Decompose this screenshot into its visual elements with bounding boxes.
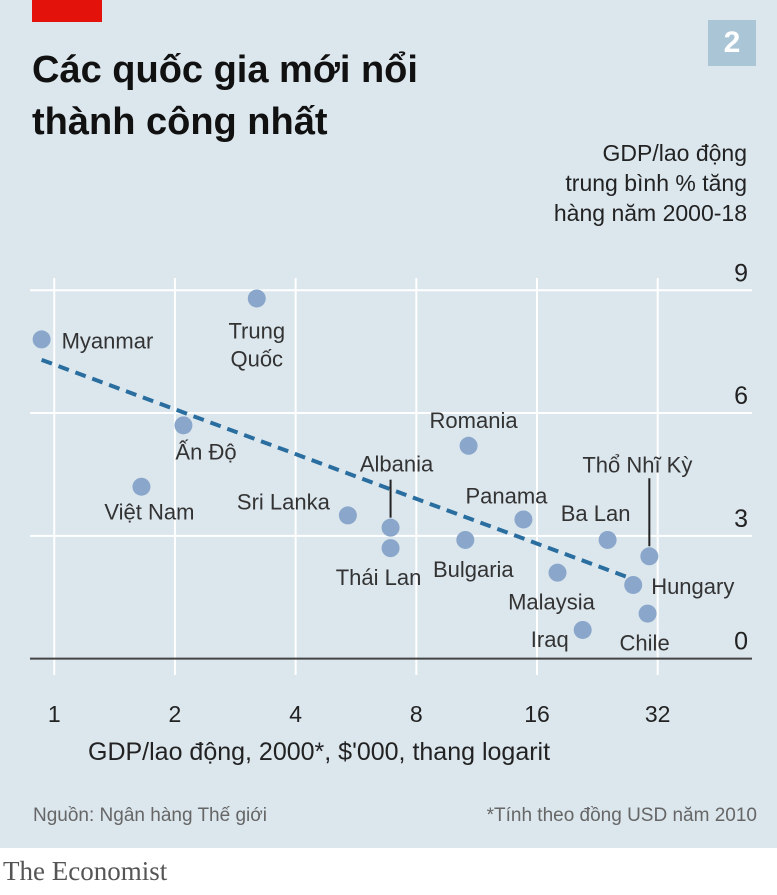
chart-number-badge: 2 xyxy=(708,20,756,66)
point-iraq xyxy=(573,620,592,639)
leader-lines xyxy=(389,478,651,547)
point-tho-nhi-ky xyxy=(640,547,659,566)
point-label-iraq: Iraq xyxy=(531,627,569,652)
point-chile xyxy=(638,604,657,623)
x-tick-labels: 1 2 4 8 16 32 xyxy=(48,701,671,727)
y-tick-labels: 0 3 6 9 xyxy=(734,259,748,655)
chart-title-line-1: Các quốc gia mới nổi xyxy=(32,49,418,91)
data-points xyxy=(32,289,659,639)
footnote: *Tính theo đồng USD năm 2010 xyxy=(486,805,757,826)
scatter-plot: Myanmar Trung Quốc Ấn Độ Việt Nam Sri Lanka Al… xyxy=(30,259,752,727)
point-albania xyxy=(381,518,400,537)
point-bulgaria xyxy=(456,530,475,549)
x-tick-label-4: 4 xyxy=(289,701,302,727)
x-axis-label: GDP/lao động, 2000*, $'000, thang logari… xyxy=(88,738,551,766)
x-tick-label-32: 32 xyxy=(645,701,671,727)
y-tick-label-9: 9 xyxy=(734,259,748,287)
y-tick-label-6: 6 xyxy=(734,382,748,410)
point-an-do xyxy=(174,416,193,435)
y-axis-label-line-2: trung bình % tăng xyxy=(565,170,747,196)
point-label-myanmar: Myanmar xyxy=(62,328,154,353)
point-thai-lan xyxy=(381,539,400,558)
chart-panel xyxy=(0,0,777,848)
point-label-an-do: Ấn Độ xyxy=(175,439,236,464)
point-hungary xyxy=(624,575,643,594)
point-label-thai-lan: Thái Lan xyxy=(336,565,422,590)
horizontal-gridlines xyxy=(30,289,752,660)
y-axis-label-line-1: GDP/lao động xyxy=(602,140,747,166)
point-ba-lan xyxy=(598,530,617,549)
point-labels: Myanmar Trung Quốc Ấn Độ Việt Nam Sri Lanka Al… xyxy=(62,318,735,655)
chart-title: Các quốc gia mới nổi thành công nhất xyxy=(32,44,418,148)
source-note: Nguồn: Ngân hàng Thế giới xyxy=(33,805,267,826)
trendline xyxy=(40,357,639,583)
point-label-chile: Chile xyxy=(620,631,670,656)
point-sri-lanka xyxy=(338,506,357,525)
point-label-viet-nam: Việt Nam xyxy=(104,500,194,525)
y-tick-label-3: 3 xyxy=(734,505,748,533)
point-malaysia xyxy=(548,563,567,582)
point-label-trung-quoc: Trung Quốc xyxy=(228,318,285,371)
economist-logo-text: The Economist xyxy=(3,856,168,886)
y-axis-label: GDP/lao động trung bình % tăng hàng năm … xyxy=(554,138,747,228)
point-label-ba-lan: Ba Lan xyxy=(561,501,631,526)
vertical-gridlines xyxy=(53,278,659,675)
point-label-albania: Albania xyxy=(360,452,434,477)
point-label-tho-nhi-ky: Thổ Nhĩ Kỳ xyxy=(582,452,692,477)
point-label-sri-lanka: Sri Lanka xyxy=(237,489,331,514)
y-axis-label-line-3: hàng năm 2000-18 xyxy=(553,200,747,226)
point-viet-nam xyxy=(132,477,151,496)
point-label-panama: Panama xyxy=(465,483,548,508)
point-romania xyxy=(459,436,478,455)
x-tick-label-16: 16 xyxy=(524,701,550,727)
point-label-malaysia: Malaysia xyxy=(508,590,596,615)
point-label-romania: Romania xyxy=(430,408,519,433)
trendline-layer xyxy=(40,357,639,583)
x-tick-label-8: 8 xyxy=(410,701,423,727)
point-label-bulgaria: Bulgaria xyxy=(433,557,514,582)
x-tick-label-2: 2 xyxy=(169,701,182,727)
chart-title-line-2: thành công nhất xyxy=(32,101,328,143)
point-myanmar xyxy=(32,330,51,349)
y-tick-label-0: 0 xyxy=(734,628,748,656)
brand-red-tag xyxy=(32,0,102,22)
point-panama xyxy=(514,510,533,529)
x-tick-label-1: 1 xyxy=(48,701,61,727)
point-label-hungary: Hungary xyxy=(651,574,734,599)
point-trung-quoc xyxy=(247,289,266,308)
